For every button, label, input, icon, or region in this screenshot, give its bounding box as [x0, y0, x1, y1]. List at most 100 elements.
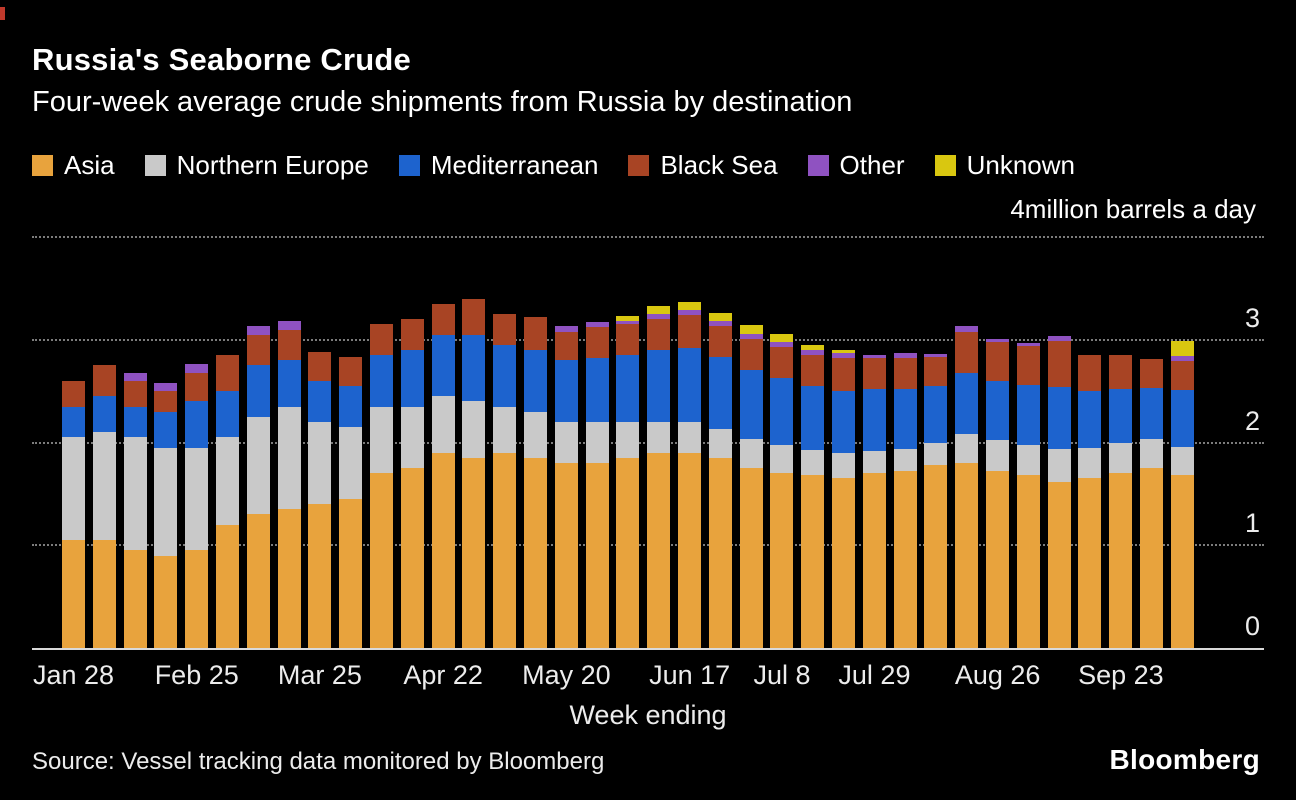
segment-asia — [185, 550, 209, 648]
bar-week-jun-10 — [647, 305, 671, 648]
segment-mediterranean — [400, 350, 424, 407]
segment-other — [862, 355, 886, 359]
segment-northern-europe — [1139, 439, 1163, 469]
bar-week-may-6 — [493, 314, 517, 648]
segment-black-sea — [708, 326, 732, 358]
plot-area: 0 1 2 3 — [32, 236, 1264, 650]
segment-mediterranean — [493, 344, 517, 407]
segment-black-sea — [893, 358, 917, 390]
segment-mediterranean — [554, 360, 578, 422]
segment-northern-europe — [62, 437, 85, 541]
segment-northern-europe — [154, 447, 178, 556]
segment-northern-europe — [246, 416, 270, 515]
segment-mediterranean — [985, 380, 1009, 441]
legend-swatch-northern-europe-icon — [144, 155, 166, 176]
legend-label: Unknown — [966, 150, 1075, 180]
segment-unknown — [739, 325, 763, 334]
segment-other — [123, 372, 147, 381]
bar-week-jul-1 — [739, 325, 763, 648]
bar-week-apr-1 — [339, 357, 363, 648]
segment-black-sea — [308, 352, 332, 381]
segment-other — [616, 321, 640, 325]
segment-asia — [308, 504, 332, 648]
bar-week-jan-28 — [62, 380, 85, 648]
bar-week-feb-25 — [185, 364, 209, 648]
legend-item-unknown: Unknown — [934, 150, 1075, 181]
segment-northern-europe — [431, 396, 455, 453]
bar-week-sep-23 — [1109, 355, 1133, 648]
bloomberg-logo: Bloomberg — [1109, 744, 1260, 775]
bar-week-jun-3 — [616, 316, 640, 648]
x-axis-line — [32, 648, 1264, 650]
window-accent-mark — [0, 7, 5, 20]
segment-northern-europe — [862, 450, 886, 474]
segment-asia — [1139, 468, 1163, 648]
segment-other — [770, 341, 794, 347]
segment-other — [831, 353, 855, 359]
x-tick-label-mar-25: Mar 25 — [277, 660, 362, 690]
segment-mediterranean — [1016, 384, 1040, 445]
bar-week-jun-17 — [677, 301, 701, 648]
segment-mediterranean — [1109, 389, 1133, 443]
legend-swatch-mediterranean-icon — [398, 155, 420, 176]
segment-black-sea — [1109, 355, 1133, 390]
gridline-4 — [32, 236, 1264, 238]
segment-asia — [493, 452, 517, 648]
segment-northern-europe — [523, 411, 547, 458]
segment-black-sea — [770, 346, 794, 378]
y-tick-label-2: 2 — [1244, 405, 1260, 436]
y-axis-unit-label: 4million barrels a day — [1010, 194, 1256, 224]
segment-other — [677, 310, 701, 316]
segment-northern-europe — [955, 434, 979, 464]
segment-northern-europe — [1047, 448, 1071, 482]
chart-title: Russia's Seaborne Crude — [32, 42, 411, 77]
segment-mediterranean — [647, 350, 671, 422]
segment-mediterranean — [677, 348, 701, 422]
segment-northern-europe — [185, 447, 209, 551]
segment-asia — [955, 463, 979, 648]
segment-asia — [893, 471, 917, 648]
segment-mediterranean — [862, 389, 886, 451]
segment-northern-europe — [1016, 444, 1040, 476]
segment-mediterranean — [462, 334, 486, 402]
bar-week-mar-4 — [215, 355, 239, 648]
segment-northern-europe — [369, 406, 393, 474]
bar-week-jul-29 — [862, 355, 886, 648]
segment-unknown — [677, 301, 701, 310]
segment-northern-europe — [400, 406, 424, 469]
segment-black-sea — [554, 331, 578, 361]
segment-unknown — [801, 344, 825, 351]
segment-asia — [739, 468, 763, 648]
legend-swatch-unknown-icon — [934, 155, 956, 176]
segment-northern-europe — [277, 406, 301, 510]
bar-week-sep-16 — [1078, 355, 1102, 648]
bar-week-apr-22 — [431, 303, 455, 648]
bar-week-jun-24 — [708, 313, 732, 648]
legend: Asia Northern Europe Mediterranean Black Se… — [32, 150, 1075, 181]
segment-other — [246, 326, 270, 335]
segment-other — [1170, 356, 1194, 362]
segment-unknown — [647, 305, 671, 315]
segment-mediterranean — [831, 391, 855, 453]
segment-black-sea — [369, 324, 393, 356]
segment-black-sea — [1016, 345, 1040, 385]
x-tick-label-jul-29: Jul 29 — [838, 660, 911, 690]
segment-black-sea — [1078, 355, 1102, 392]
bar-week-mar-25 — [308, 352, 332, 648]
x-tick-label-jun-17: Jun 17 — [649, 660, 731, 690]
segment-mediterranean — [339, 386, 363, 428]
segment-black-sea — [955, 331, 979, 373]
segment-mediterranean — [924, 386, 948, 443]
segment-northern-europe — [831, 452, 855, 479]
segment-asia — [1109, 473, 1133, 648]
segment-mediterranean — [739, 369, 763, 440]
segment-mediterranean — [585, 358, 609, 422]
segment-asia — [1078, 478, 1102, 648]
x-tick-label-may-20: May 20 — [522, 660, 611, 690]
legend-item-mediterranean: Mediterranean — [398, 150, 598, 181]
segment-asia — [831, 478, 855, 648]
segment-northern-europe — [985, 440, 1009, 472]
segment-black-sea — [62, 380, 85, 407]
segment-asia — [431, 452, 455, 648]
